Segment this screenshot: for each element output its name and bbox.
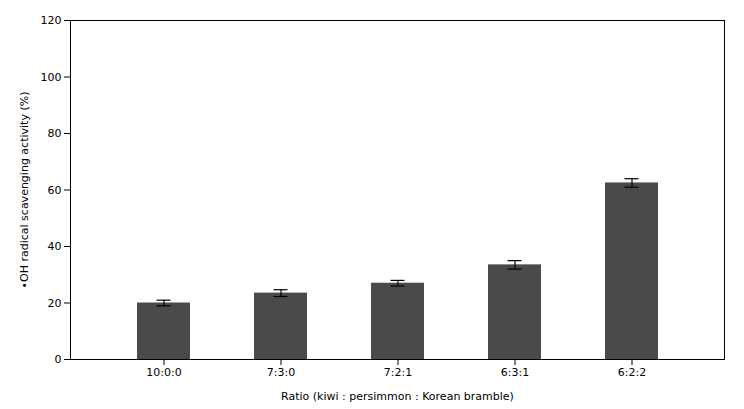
svg-text:6:3:1: 6:3:1 [501,366,529,379]
svg-text:0: 0 [55,353,62,366]
svg-text:60: 60 [48,184,62,197]
svg-text:10:0:0: 10:0:0 [146,366,181,379]
svg-text:Ratio (kiwi : persimmon : Kore: Ratio (kiwi : persimmon : Korean bramble… [281,390,514,403]
svg-text:80: 80 [48,127,62,140]
svg-text:100: 100 [41,71,62,84]
svg-text:20: 20 [48,297,62,310]
svg-text:40: 40 [48,240,62,253]
svg-text:120: 120 [41,14,62,27]
svg-text:6:2:2: 6:2:2 [618,366,646,379]
svg-text:7:2:1: 7:2:1 [384,366,412,379]
svg-text:•OH radical scavenging activit: •OH radical scavenging activity (%) [18,92,31,289]
svg-text:7:3:0: 7:3:0 [267,366,295,379]
